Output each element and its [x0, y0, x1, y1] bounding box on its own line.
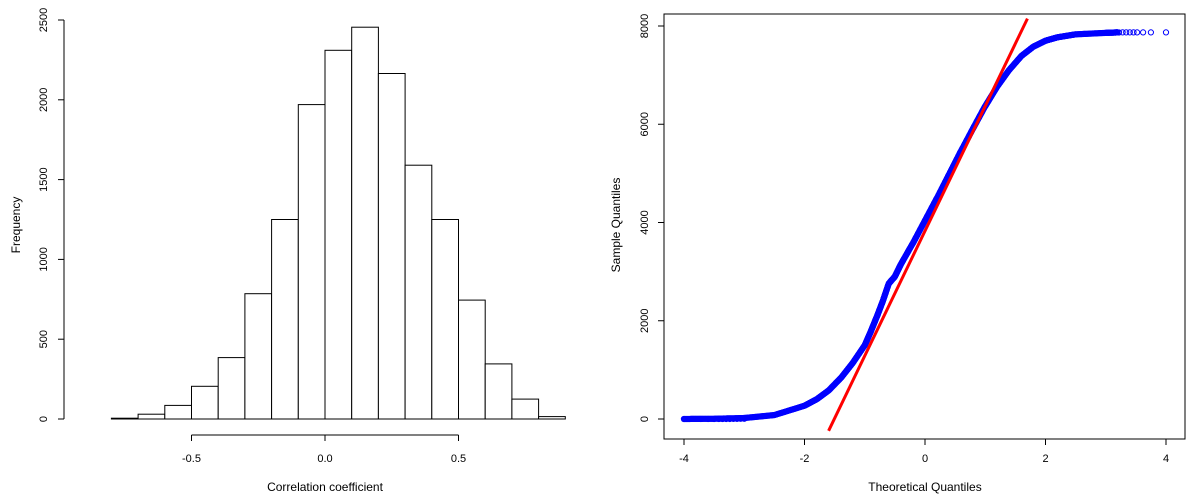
qq-x-tick-label: 2 — [1042, 453, 1048, 465]
qq-x-tick-label: 0 — [922, 453, 928, 465]
qq-reference-line — [827, 17, 1029, 432]
qq-point — [719, 415, 726, 423]
qq-y-axis: 0 2000 4000 6000 8000 — [639, 14, 665, 422]
histogram-y-tick-label: 0 — [38, 416, 50, 422]
histogram-bar — [458, 299, 486, 420]
histogram-bar — [297, 104, 326, 420]
qq-x-tick-label: -4 — [679, 453, 689, 465]
qq-point — [715, 415, 723, 423]
qq-point — [1134, 29, 1141, 36]
histogram-x-tick-label: 0.0 — [317, 453, 332, 465]
histogram-y-tick-label: 2000 — [38, 88, 50, 112]
histogram-y-tick-label: 1500 — [38, 167, 50, 191]
histogram-bar — [110, 417, 139, 420]
histogram-bar — [324, 49, 353, 420]
qq-point — [737, 415, 744, 422]
qq-y-ticks: 0 2000 4000 6000 8000 — [639, 14, 664, 422]
histogram-bar — [271, 219, 299, 420]
qq-point — [733, 415, 741, 422]
qq-point — [1162, 29, 1170, 36]
histogram-x-tick-label: -0.5 — [182, 453, 201, 465]
histogram-y-tick-label: 500 — [38, 330, 50, 348]
histogram-chart: -0.5 0.0 0.5 0 500 1000 1500 2000 2500 Correlat… — [9, 8, 566, 494]
histogram-x-ticks: -0.5 0.0 0.5 — [182, 435, 466, 465]
histogram-x-tick-label: 0.5 — [451, 453, 466, 465]
qq-y-tick-label: 6000 — [639, 112, 651, 136]
qq-point — [1130, 29, 1137, 36]
qq-x-axis: -4 -2 0 2 4 — [679, 438, 1169, 465]
histogram-bar — [137, 413, 166, 420]
histogram-bar — [511, 398, 540, 420]
qq-y-axis-title: Sample Quantiles — [609, 178, 623, 273]
qq-point — [697, 415, 705, 423]
histogram-y-axis-title: Frequency — [9, 197, 23, 254]
histogram-bar — [351, 26, 379, 420]
histogram-bar — [217, 357, 246, 420]
histogram-y-ticks: 0 500 1000 1500 2000 2500 — [38, 8, 64, 422]
histogram-bar — [164, 404, 193, 420]
histogram-x-axis-title: Correlation coefficient — [267, 480, 384, 494]
qq-x-axis-title: Theoretical Quantiles — [868, 480, 981, 494]
qq-point — [723, 415, 730, 423]
qq-y-tick-label: 8000 — [639, 14, 651, 38]
qq-point — [1126, 29, 1133, 36]
qq-point — [1119, 29, 1126, 36]
histogram-bar — [244, 293, 273, 420]
qq-point — [726, 415, 733, 423]
qq-point — [730, 415, 737, 422]
qq-point — [1112, 29, 1119, 36]
qq-point — [1115, 29, 1123, 36]
qq-point — [1140, 29, 1147, 36]
qq-point — [1105, 29, 1112, 36]
histogram-bars — [110, 26, 566, 420]
qq-point — [1147, 29, 1155, 36]
histogram-bar — [191, 385, 219, 420]
qq-point — [1123, 29, 1130, 36]
qq-y-tick-label: 4000 — [639, 210, 651, 234]
histogram-bar — [538, 416, 566, 420]
histogram-x-axis: -0.5 0.0 0.5 — [182, 434, 466, 465]
qq-x-ticks: -4 -2 0 2 4 — [679, 439, 1169, 465]
qq-x-tick-label: -2 — [800, 453, 810, 465]
qq-plot-chart: -4 -2 0 2 4 0 2000 4000 6000 8000 Theoretical Qu… — [609, 13, 1186, 494]
histogram-bar — [484, 363, 513, 420]
qq-point — [741, 415, 748, 422]
histogram-bar — [404, 164, 433, 420]
qq-x-tick-label: 4 — [1163, 453, 1169, 465]
qq-point — [1108, 29, 1115, 36]
histogram-y-tick-label: 1000 — [38, 247, 50, 271]
histogram-bar — [377, 73, 406, 420]
qq-points — [680, 29, 1170, 423]
histogram-bar — [431, 219, 459, 420]
qq-y-tick-label: 0 — [639, 416, 651, 422]
histogram-y-tick-label: 2500 — [38, 8, 50, 32]
qq-point — [680, 415, 688, 423]
histogram-y-axis: 0 500 1000 1500 2000 2500 — [38, 8, 65, 422]
qq-y-tick-label: 2000 — [639, 309, 651, 333]
qq-point — [705, 415, 712, 423]
